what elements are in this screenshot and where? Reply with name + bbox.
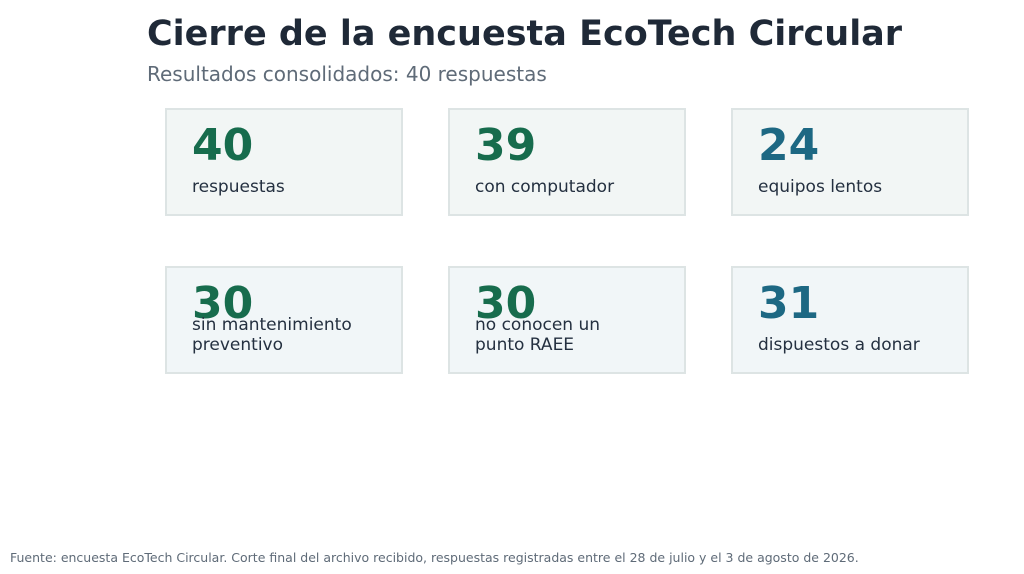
page-subtitle: Resultados consolidados: 40 respuestas	[147, 62, 547, 86]
stat-label: respuestas	[192, 177, 285, 197]
stat-card-equipos-lentos: 24 equipos lentos	[731, 108, 969, 216]
stat-card-sin-mantenimiento: 30 sin mantenimiento preventivo	[165, 266, 403, 374]
stat-card-con-computador: 39 con computador	[448, 108, 686, 216]
stat-card-no-conocen-raee: 30 no conocen un punto RAEE	[448, 266, 686, 374]
stat-value: 24	[758, 120, 820, 171]
stat-label-line2: punto RAEE	[475, 335, 575, 355]
stat-value: 30	[475, 278, 537, 329]
stat-value: 30	[192, 278, 254, 329]
stat-card-respuestas: 40 respuestas	[165, 108, 403, 216]
stat-value: 39	[475, 120, 537, 171]
stat-label-line1: sin mantenimiento	[192, 315, 352, 335]
stat-label: equipos lentos	[758, 177, 883, 197]
stat-label: dispuestos a donar	[758, 335, 920, 355]
stat-label: sin mantenimiento preventivo	[192, 315, 352, 355]
stat-label-line1: no conocen un	[475, 315, 601, 335]
page-title: Cierre de la encuesta EcoTech Circular	[147, 14, 903, 54]
stat-value: 31	[758, 278, 820, 329]
stat-label: no conocen un punto RAEE	[475, 315, 600, 355]
source-footnote: Fuente: encuesta EcoTech Circular. Corte…	[10, 550, 859, 565]
stat-value: 40	[192, 120, 254, 171]
stat-label: con computador	[475, 177, 615, 197]
stat-card-dispuestos-donar: 31 dispuestos a donar	[731, 266, 969, 374]
stat-label-line2: preventivo	[192, 335, 284, 355]
